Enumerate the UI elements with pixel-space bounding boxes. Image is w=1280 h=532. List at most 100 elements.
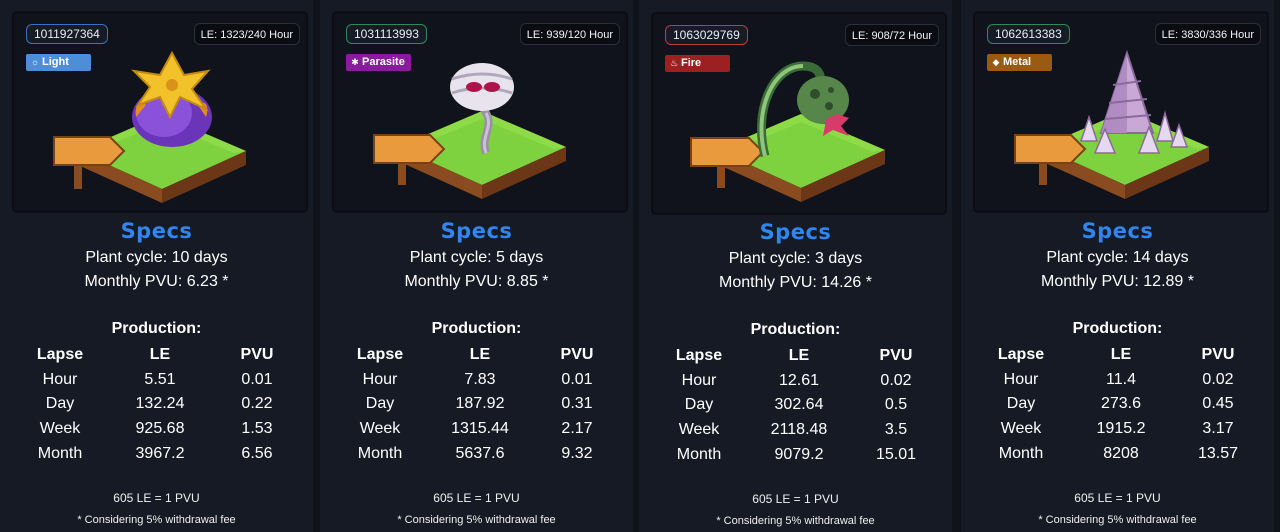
type-label: Light <box>42 56 69 68</box>
pvu-cell: 15.01 <box>875 445 917 463</box>
fee-note: * Considering 5% withdrawal fee <box>77 514 236 526</box>
production-table: Lapse LE PVU Hour 5.51 0.01 Day 132.24 0… <box>14 343 300 466</box>
lapse-cell: Month <box>37 444 83 462</box>
le-cell: 2118.48 <box>770 421 828 439</box>
monthly-pvu: Monthly PVU: 6.23 * <box>84 273 229 290</box>
type-label: Metal <box>1003 56 1032 68</box>
table-header-row: Lapse LE PVU <box>975 343 1261 368</box>
plant-scene <box>690 61 885 202</box>
pvu-cell: 0.31 <box>561 395 593 413</box>
production-table: Lapse LE PVU Hour 7.83 0.01 Day 187.92 0… <box>334 343 620 466</box>
plant-card: 1011927364 LE: 1323/240 Hour ☼ Light Spe… <box>0 0 313 532</box>
table-row: Hour 7.83 0.01 <box>334 368 620 393</box>
table-row: Day 302.64 0.5 <box>653 393 939 418</box>
lapse-cell: Month <box>676 445 722 463</box>
header-pvu: PVU <box>560 346 594 364</box>
table-header-row: Lapse LE PVU <box>334 343 620 368</box>
lapse-cell: Week <box>39 420 81 438</box>
lapse-cell: Day <box>1006 395 1036 413</box>
le-rate-badge: LE: 939/120 Hour <box>519 23 620 45</box>
header-lapse: Lapse <box>997 346 1045 364</box>
table-header-row: Lapse LE PVU <box>653 344 939 369</box>
plant-scene <box>53 50 246 203</box>
lapse-cell: Hour <box>1003 370 1039 388</box>
table-row: Month 5637.6 9.32 <box>334 441 620 466</box>
header-pvu: PVU <box>879 347 913 365</box>
lapse-cell: Month <box>357 444 403 462</box>
fee-note: * Considering 5% withdrawal fee <box>1038 514 1197 526</box>
plant-card: 1063029769 LE: 908/72 Hour ♨ Fire Specs … <box>639 0 952 532</box>
type-badge-metal: ◆ Metal <box>987 54 1052 71</box>
le-rate-badge: LE: 1323/240 Hour <box>193 23 300 45</box>
parasite-icon: ✱ <box>351 57 359 67</box>
type-badge-parasite: ✱ Parasite <box>346 54 411 71</box>
table-row: Week 1915.2 3.17 <box>975 417 1261 442</box>
pvu-cell: 3.5 <box>884 421 908 439</box>
light-icon: ☼ <box>30 57 40 67</box>
lapse-cell: Day <box>684 396 714 414</box>
pvu-cell: 0.22 <box>241 395 273 413</box>
plant-id-badge: 1063029769 <box>665 25 748 45</box>
header-le: LE <box>469 346 491 364</box>
fee-note: * Considering 5% withdrawal fee <box>716 515 875 527</box>
table-row: Hour 5.51 0.01 <box>14 368 300 393</box>
fire-icon: ♨ <box>669 58 679 68</box>
pvu-cell: 3.17 <box>1202 420 1234 438</box>
plant-cycle: Plant cycle: 14 days <box>1046 249 1189 266</box>
plant-id-badge: 1062613383 <box>987 24 1070 44</box>
pvu-cell: 1.53 <box>241 420 273 438</box>
pvu-cell: 13.57 <box>1197 444 1239 462</box>
monthly-pvu: Monthly PVU: 8.85 * <box>404 273 549 290</box>
header-pvu: PVU <box>1201 346 1235 364</box>
table-row: Day 132.24 0.22 <box>14 392 300 417</box>
le-cell: 1915.2 <box>1096 420 1146 438</box>
table-row: Week 1315.44 2.17 <box>334 417 620 442</box>
le-rate-badge: LE: 3830/336 Hour <box>1154 23 1261 45</box>
le-cell: 9079.2 <box>774 445 824 463</box>
lapse-cell: Week <box>359 420 401 438</box>
table-row: Hour 11.4 0.02 <box>975 368 1261 393</box>
le-cell: 8208 <box>1103 444 1139 462</box>
le-cell: 5.51 <box>144 370 176 388</box>
pvu-cell: 0.5 <box>884 396 908 414</box>
le-cell: 187.92 <box>455 395 505 413</box>
specs-title: Specs <box>759 220 832 244</box>
type-label: Fire <box>681 57 702 69</box>
plant-cycle: Plant cycle: 3 days <box>728 250 863 267</box>
le-cell: 11.4 <box>1106 370 1136 388</box>
specs-title: Specs <box>1081 219 1154 243</box>
table-row: Month 9079.2 15.01 <box>653 442 939 467</box>
conversion-rate: 605 LE = 1 PVU <box>433 491 520 505</box>
le-cell: 925.68 <box>135 420 185 438</box>
header-lapse: Lapse <box>356 346 404 364</box>
production-table: Lapse LE PVU Hour 11.4 0.02 Day 273.6 0.… <box>975 343 1261 466</box>
lapse-cell: Hour <box>362 370 398 388</box>
production-title: Production: <box>111 320 202 337</box>
table-row: Week 2118.48 3.5 <box>653 418 939 443</box>
type-badge-light: ☼ Light <box>26 54 91 71</box>
plant-id-badge: 1011927364 <box>26 24 108 44</box>
table-row: Hour 12.61 0.02 <box>653 369 939 394</box>
plant-card: 1031113993 LE: 939/120 Hour ✱ Parasite S… <box>320 0 633 532</box>
production-table: Lapse LE PVU Hour 12.61 0.02 Day 302.64 … <box>653 344 939 467</box>
pvu-cell: 0.02 <box>1202 370 1234 388</box>
plant-scene <box>1014 49 1209 199</box>
pvu-cell: 9.32 <box>561 444 593 462</box>
header-lapse: Lapse <box>36 346 84 364</box>
production-title: Production: <box>750 321 841 338</box>
pvu-cell: 6.56 <box>241 444 273 462</box>
le-cell: 132.24 <box>135 395 185 413</box>
pvu-cell: 2.17 <box>561 420 593 438</box>
plant-image-panel: 1011927364 LE: 1323/240 Hour ☼ Light <box>12 11 308 213</box>
conversion-rate: 605 LE = 1 PVU <box>113 491 200 505</box>
plant-cycle: Plant cycle: 5 days <box>409 249 544 266</box>
lapse-cell: Week <box>678 421 720 439</box>
header-lapse: Lapse <box>675 347 723 365</box>
lapse-cell: Hour <box>42 370 78 388</box>
header-pvu: PVU <box>240 346 274 364</box>
header-le: LE <box>149 346 171 364</box>
fee-note: * Considering 5% withdrawal fee <box>397 514 556 526</box>
lapse-cell: Week <box>1000 420 1042 438</box>
plant-id-badge: 1031113993 <box>346 24 427 44</box>
conversion-rate: 605 LE = 1 PVU <box>752 492 839 506</box>
